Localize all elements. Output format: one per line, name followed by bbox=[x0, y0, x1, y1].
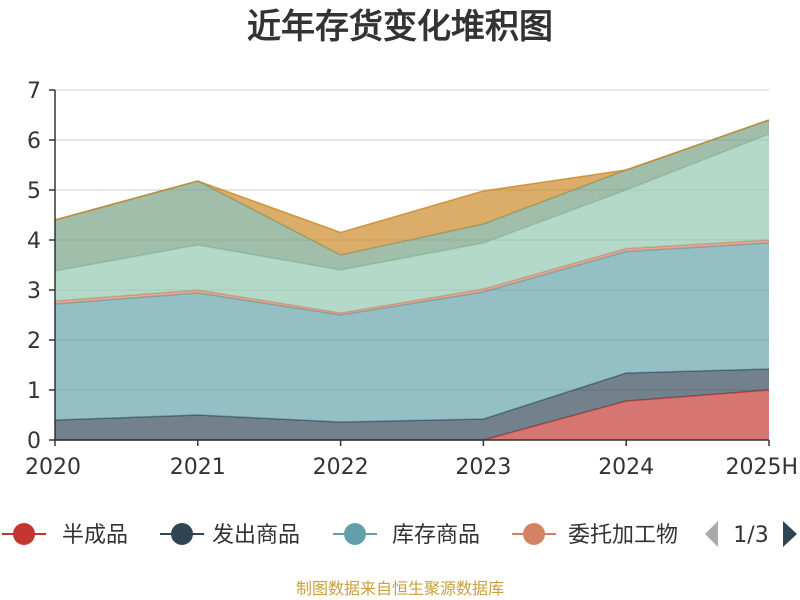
y-tick-label: 2 bbox=[27, 329, 41, 354]
area-series-6 bbox=[55, 120, 769, 255]
y-tick-label: 1 bbox=[27, 379, 41, 404]
area-series-4 bbox=[55, 134, 769, 313]
legend-prev-arrow-icon[interactable] bbox=[705, 521, 718, 547]
legend-item-1[interactable]: 发出商品 bbox=[160, 523, 300, 548]
axes: 0 1 2 3 4 5 6 7 2020 2021 2022 2023 2024 2025H bbox=[25, 79, 798, 480]
x-tick-label: 2023 bbox=[455, 455, 511, 480]
plot-area bbox=[54, 119, 770, 441]
y-tick-label: 3 bbox=[27, 279, 41, 304]
x-tick-label: 2022 bbox=[313, 455, 369, 480]
area-series-1 bbox=[55, 369, 769, 440]
chart-title: 近年存货变化堆积图 bbox=[247, 7, 553, 47]
y-tick-label: 7 bbox=[27, 79, 41, 104]
legend-label: 半成品 bbox=[62, 523, 128, 548]
y-tick-label: 4 bbox=[27, 229, 41, 254]
x-tick-label: 2025H bbox=[725, 455, 798, 480]
legend-marker bbox=[523, 523, 545, 545]
legend-next-arrow-icon[interactable] bbox=[783, 521, 797, 547]
x-tick-label: 2024 bbox=[598, 455, 654, 480]
legend-label: 库存商品 bbox=[392, 523, 480, 548]
x-tick-label: 2021 bbox=[170, 455, 226, 480]
x-tick-label: 2020 bbox=[25, 455, 81, 480]
legend-marker bbox=[344, 523, 366, 545]
source-note: 制图数据来自恒生聚源数据库 bbox=[296, 579, 504, 598]
legend-label: 委托加工物 bbox=[568, 523, 678, 548]
legend-marker bbox=[171, 523, 193, 545]
legend-item-0[interactable]: 半成品 bbox=[2, 523, 128, 548]
legend-marker bbox=[13, 523, 35, 545]
legend-page-indicator: 1/3 bbox=[733, 523, 768, 548]
area-series-2 bbox=[55, 243, 769, 422]
y-tick-label: 0 bbox=[27, 429, 41, 454]
legend: 半成品 发出商品 库存商品 委托加工物 1/3 bbox=[2, 521, 797, 548]
y-tick-label: 6 bbox=[27, 129, 41, 154]
legend-label: 发出商品 bbox=[212, 523, 300, 548]
legend-item-2[interactable]: 库存商品 bbox=[333, 523, 480, 548]
area-series-5 bbox=[55, 120, 769, 271]
line-series-6 bbox=[54, 119, 770, 234]
y-tick-label: 5 bbox=[27, 179, 41, 204]
area-series-0 bbox=[55, 390, 769, 440]
legend-item-3[interactable]: 委托加工物 bbox=[512, 523, 678, 548]
